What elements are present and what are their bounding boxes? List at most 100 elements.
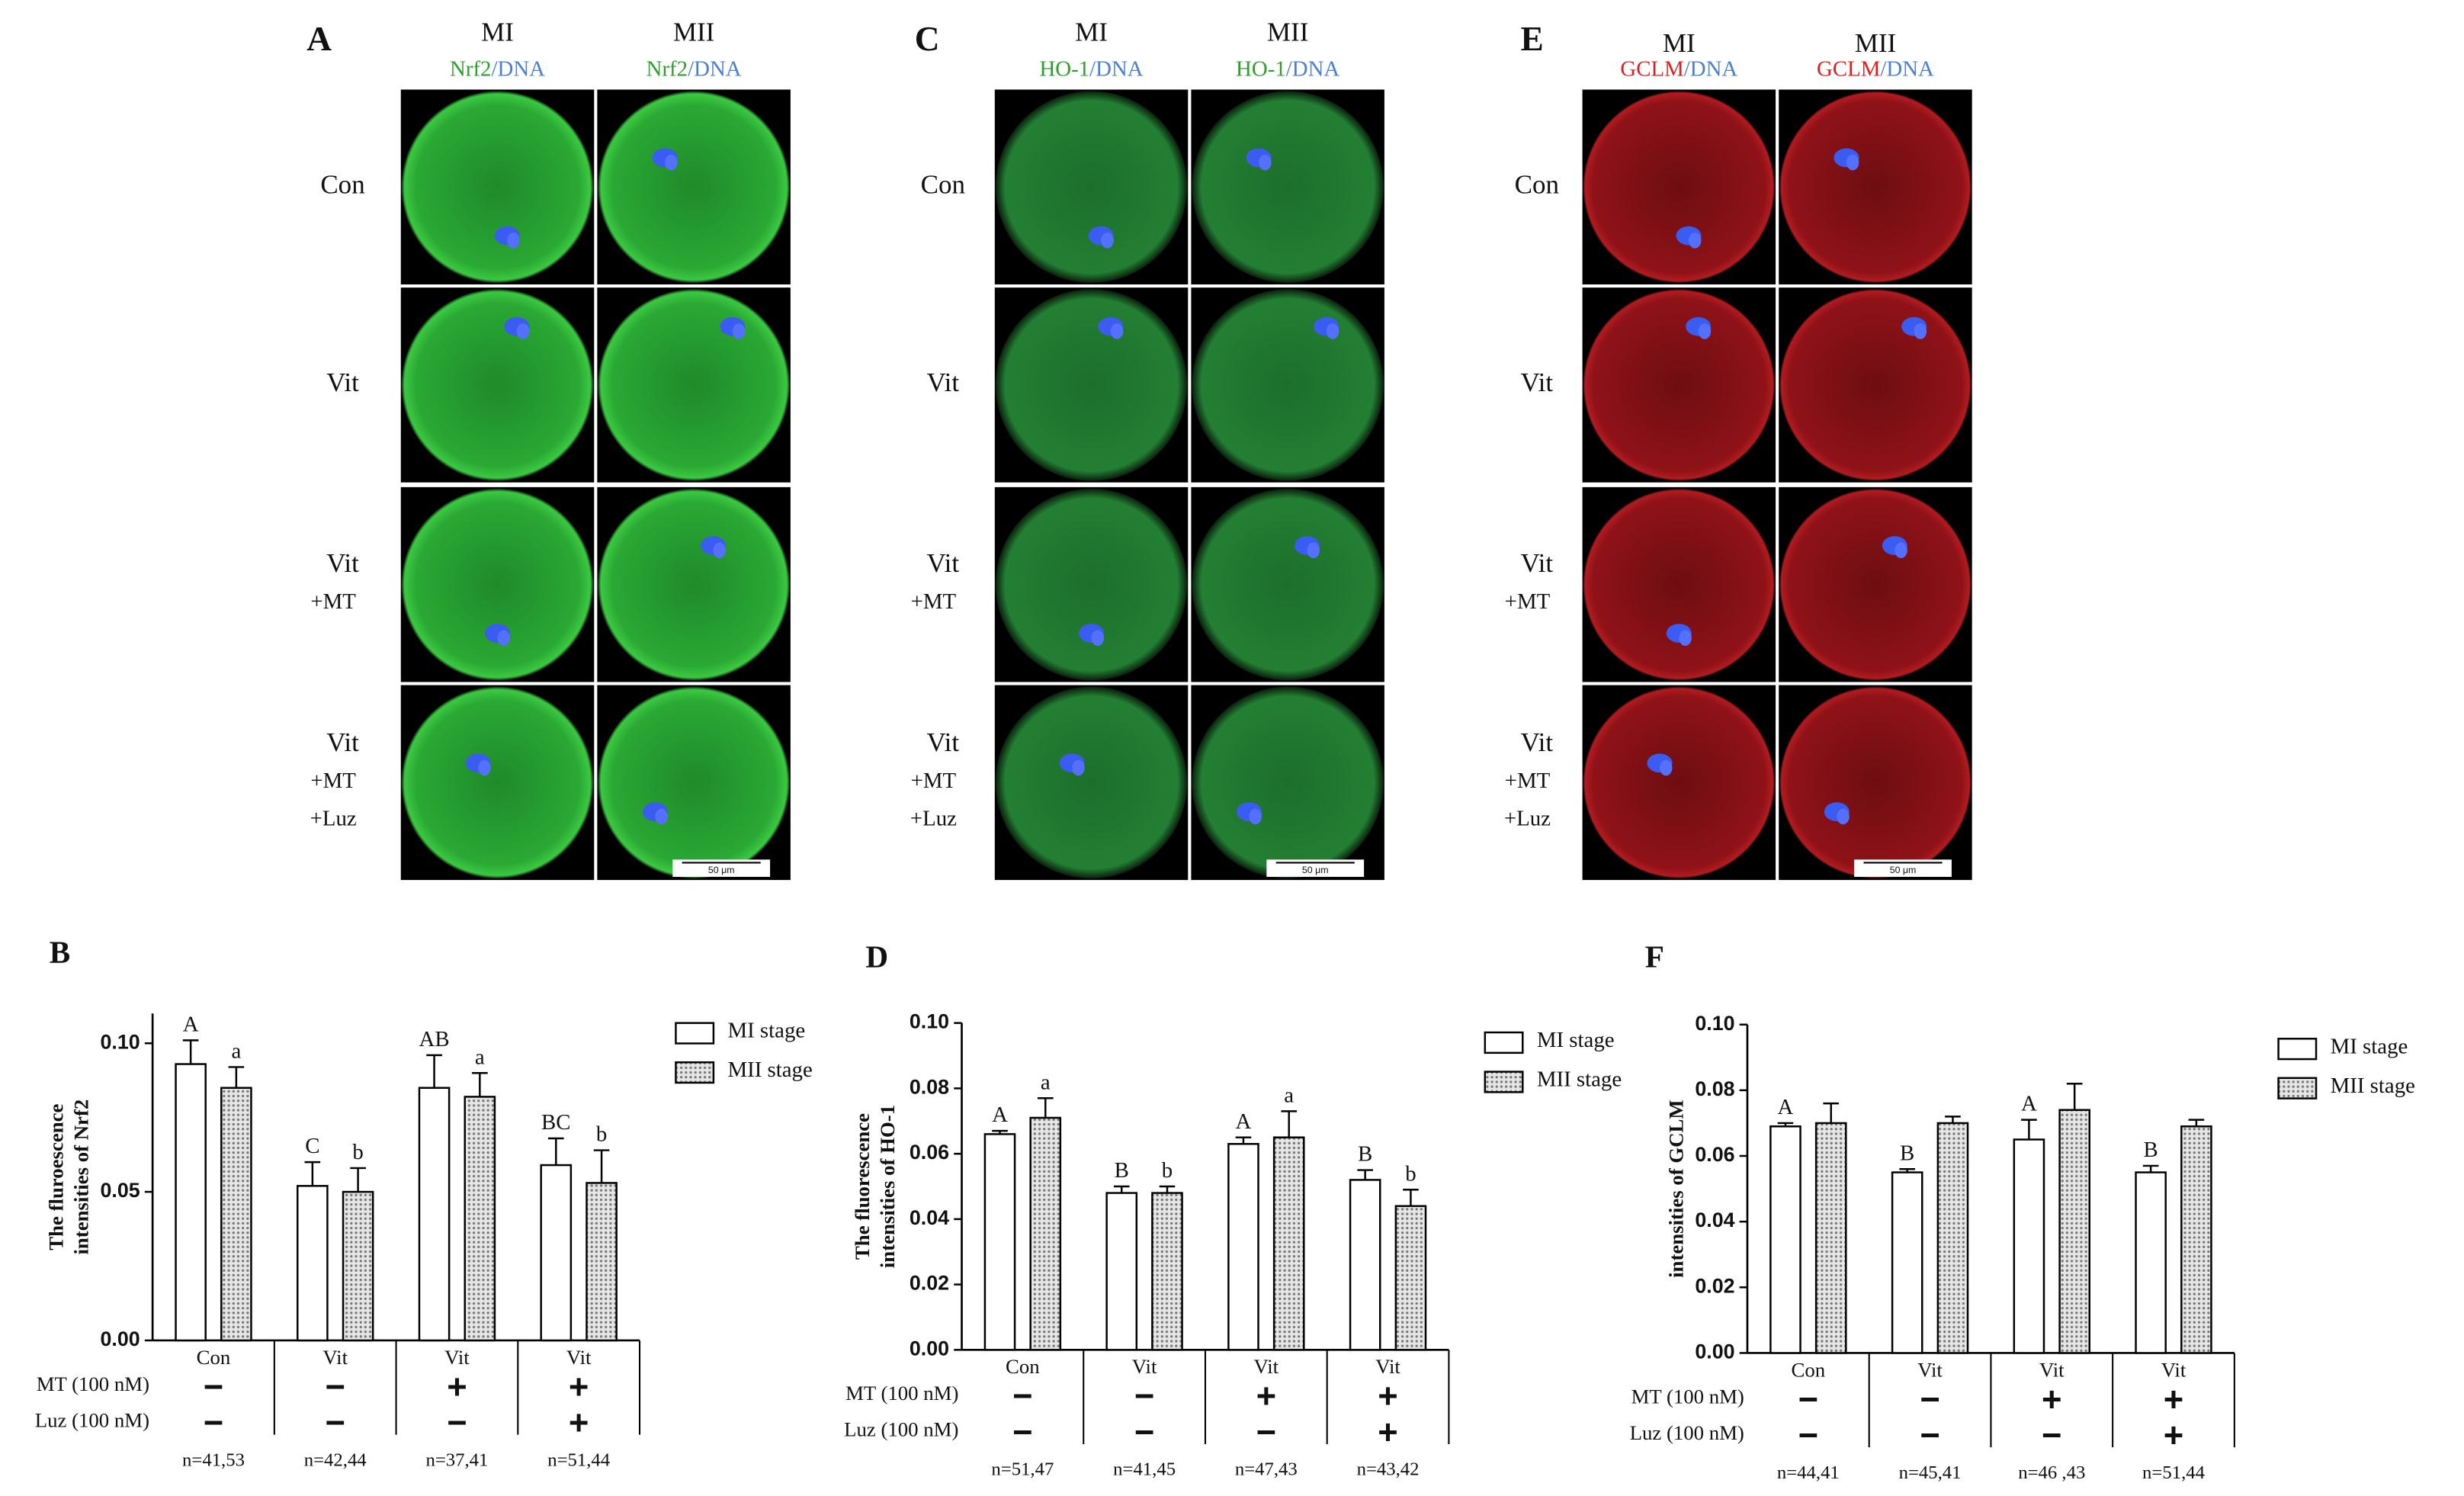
oocyte (598, 686, 790, 879)
treatment-label: Luz (100 nM) (844, 1418, 958, 1441)
column-header: MI (481, 17, 514, 47)
significance-letter: B (1358, 1142, 1372, 1167)
treatment-sign: + (447, 1367, 467, 1406)
panel-letter: C (915, 20, 940, 58)
y-tick-label: 0.10 (101, 1030, 140, 1053)
n-label: n=44,41 (1777, 1462, 1840, 1483)
x-tick-label: Vit (1375, 1355, 1400, 1378)
legend-label: MII stage (727, 1058, 812, 1082)
legend-label: MII stage (1537, 1067, 1622, 1092)
dna-spot (1249, 808, 1262, 825)
stain-label: Nrf2/DNA (450, 56, 545, 81)
treatment-sign: − (1798, 1379, 1818, 1418)
bar (418, 1087, 451, 1342)
column-header: MI (1663, 28, 1696, 58)
row-label: +Luz (910, 806, 957, 830)
dna-spot (732, 323, 746, 339)
stain-part: HO-1 (1039, 56, 1089, 81)
scale-bar-label: 50 μm (708, 865, 735, 875)
dna-spot (516, 323, 530, 339)
oocyte (995, 686, 1188, 879)
row-label: +MT (310, 769, 356, 793)
oocyte (1779, 91, 1972, 283)
significance-letter: C (305, 1134, 319, 1158)
scale-bar-label: 50 μm (1302, 865, 1329, 875)
y-tick-label: 0.04 (910, 1206, 949, 1229)
treatment-sign: − (1134, 1413, 1154, 1452)
row-label: +MT (310, 589, 356, 614)
y-tick-label: 0.04 (1695, 1209, 1734, 1231)
dna-spot (713, 542, 726, 559)
treatment-label: Luz (100 nM) (1630, 1421, 1744, 1444)
stain-label: Nrf2/DNA (646, 56, 742, 81)
bar (1394, 1205, 1427, 1351)
stain-part: /DNA (688, 56, 742, 81)
stain-part: GCLM (1620, 56, 1683, 81)
treatment-sign: + (2164, 1416, 2183, 1455)
stain-label: HO-1/DNA (1236, 56, 1339, 81)
stain-part: /DNA (1286, 56, 1340, 81)
dna-spot (1895, 542, 1907, 559)
oocyte (1779, 686, 1972, 879)
oocyte (1583, 686, 1776, 879)
x-tick-label: Vit (1917, 1358, 1943, 1381)
y-tick-label: 0.10 (910, 1010, 949, 1033)
legend-swatch (1484, 1071, 1524, 1093)
oocyte (598, 488, 790, 681)
treatment-sign: − (1012, 1413, 1032, 1452)
y-axis-label: intensities of Nrf2 (70, 1100, 93, 1255)
n-label: n=47,43 (1235, 1459, 1298, 1480)
panel-letter: A (306, 20, 332, 58)
dna-spot (1659, 759, 1673, 776)
treatment-sign: + (569, 1403, 589, 1442)
row-label: Con (1515, 169, 1559, 199)
legend-label: MI stage (2331, 1034, 2408, 1058)
treatment-sign: − (1134, 1376, 1154, 1415)
y-tick-label: 0.00 (1695, 1340, 1734, 1363)
scale-bar-box (1266, 859, 1365, 877)
n-label: n=45,41 (1899, 1462, 1962, 1483)
n-label: n=51,47 (991, 1459, 1054, 1480)
significance-letter: A (992, 1103, 1008, 1127)
x-tick-label: Vit (1132, 1355, 1157, 1378)
scale-bar-box (1854, 859, 1952, 877)
treatment-sign: − (1920, 1416, 1939, 1455)
bar (2180, 1125, 2212, 1354)
y-tick-label: 0.00 (910, 1337, 949, 1360)
treatment-sign: − (204, 1403, 223, 1442)
x-tick-label: Vit (2039, 1358, 2065, 1381)
bar (1936, 1122, 1969, 1354)
row-label: Vit (1520, 727, 1553, 757)
panel-letter: D (865, 939, 888, 974)
legend-swatch (2277, 1038, 2318, 1061)
dna-spot (665, 154, 678, 171)
bar (1105, 1192, 1138, 1351)
significance-letter: A (2021, 1092, 2037, 1116)
y-tick-label: 0.02 (910, 1272, 949, 1295)
n-label: n=41,53 (182, 1449, 245, 1470)
treatment-sign: + (1256, 1376, 1276, 1415)
dna-spot (478, 759, 491, 776)
column-header: MII (673, 17, 714, 47)
y-tick-label: 0.08 (910, 1075, 949, 1098)
bar (586, 1182, 618, 1342)
row-label: Con (320, 169, 364, 199)
significance-letter: b (1162, 1158, 1173, 1183)
bar (1349, 1179, 1381, 1351)
row-label: +Luz (1504, 806, 1551, 830)
row-label: Vit (926, 548, 959, 578)
significance-letter: A (183, 1012, 199, 1036)
dna-spot (1072, 759, 1085, 776)
row-label: Vit (926, 368, 959, 397)
column-header: MI (1075, 17, 1108, 47)
treatment-sign: − (325, 1403, 345, 1442)
dna-spot (1101, 233, 1114, 249)
row-label: +MT (911, 589, 957, 614)
bar (220, 1087, 252, 1342)
row-label: Vit (326, 548, 359, 578)
panel-letter: F (1645, 939, 1664, 974)
n-label: n=41,45 (1113, 1459, 1176, 1480)
treatment-label: MT (100 nM) (1631, 1385, 1744, 1408)
treatment-label: MT (100 nM) (37, 1372, 149, 1395)
significance-letter: AB (419, 1027, 450, 1051)
